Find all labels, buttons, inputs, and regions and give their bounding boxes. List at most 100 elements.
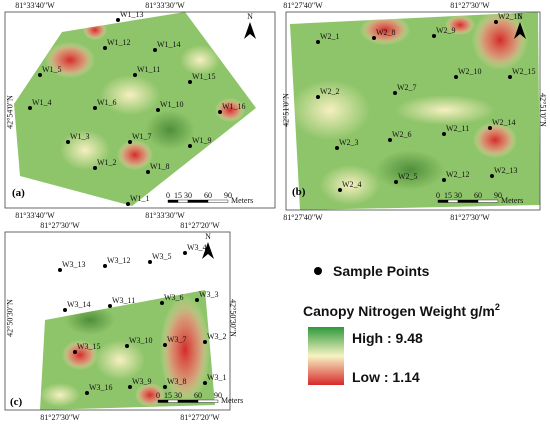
left-coordinate: 42°51'0"N: [282, 93, 291, 127]
sample-point: [73, 350, 77, 354]
sample-point: [188, 80, 192, 84]
bottom-coordinate: 81°27'30"W: [40, 413, 80, 422]
scale-bar-unit: Meters: [231, 196, 253, 205]
raster-patch: [60, 130, 110, 170]
scale-bar-segment: [177, 399, 199, 403]
sample-point: [393, 91, 397, 95]
sample-point-label: W3_8: [167, 377, 187, 386]
raster-patch: [180, 45, 220, 75]
scale-bar-tick: 30: [184, 191, 192, 200]
raster-patch: [375, 150, 445, 190]
sample-point-label: W1_15: [192, 72, 216, 81]
raster-patch: [95, 340, 145, 380]
sample-point-label: W2_4: [342, 180, 362, 189]
sample-point: [128, 140, 132, 144]
sample-point: [116, 18, 120, 22]
raster-patch: [65, 305, 115, 335]
top-coordinate: 81°27'40"W: [283, 1, 323, 10]
sample-point: [126, 202, 130, 206]
raster-patch: [45, 42, 95, 78]
sample-point: [66, 140, 70, 144]
sample-point-label: W1_3: [70, 132, 90, 141]
sample-point: [338, 188, 342, 192]
raster-patch: [320, 165, 380, 205]
sample-point: [442, 132, 446, 136]
scale-bar-tick: 15: [164, 391, 172, 400]
legend-title-superscript: 2: [495, 302, 500, 312]
map-panel: 81°33'40"W 81°33'30"W 81°33'40"W 81°33'30"W…: [4, 1, 276, 220]
scale-bar-segment: [157, 399, 169, 403]
raster-patch: [100, 75, 160, 115]
scale-bar-tick: 30: [174, 391, 182, 400]
sample-point: [372, 36, 376, 40]
top-coordinate: 81°33'30"W: [145, 1, 185, 10]
north-arrow: [202, 242, 214, 259]
sample-point: [103, 46, 107, 50]
top-coordinate: 81°27'30"W: [40, 221, 80, 230]
legend-point-symbol: [314, 267, 322, 275]
sample-point-label: W1_13: [120, 10, 144, 19]
legend-points-label: Sample Points: [333, 263, 430, 279]
sample-point-label: W1_5: [42, 65, 62, 74]
sample-point-label: W3_9: [132, 377, 152, 386]
sample-point: [163, 343, 167, 347]
raster-patch: [117, 140, 153, 170]
sample-point-label: W3_3: [199, 290, 219, 299]
sample-point-label: W1_2: [97, 158, 117, 167]
north-arrow: [514, 22, 526, 39]
sample-point-label: W1_4: [32, 98, 52, 107]
raster-patch: [445, 15, 475, 35]
sample-point: [153, 48, 157, 52]
panel-label: (c): [10, 396, 23, 408]
sample-point-label: W1_12: [107, 38, 131, 47]
sample-point: [432, 34, 436, 38]
scale-bar-segment: [167, 399, 179, 403]
sample-point-label: W3_6: [164, 293, 184, 302]
north-label: N: [247, 12, 253, 21]
sample-point-label: W2_1: [320, 32, 340, 41]
raster-patch: [215, 98, 245, 122]
sample-point-label: W2_10: [458, 67, 482, 76]
scale-bar-segment: [207, 199, 229, 203]
sample-point: [163, 385, 167, 389]
raster-patch: [160, 295, 210, 405]
left-coordinate: 42°54'0"N: [6, 95, 15, 129]
sample-point-label: W3_12: [107, 256, 131, 265]
sample-point: [454, 75, 458, 79]
top-coordinate: 81°27'30"W: [450, 1, 490, 10]
sample-point-label: W2_9: [436, 26, 456, 35]
sample-point-label: W3_5: [152, 252, 172, 261]
raster-patch: [135, 383, 165, 407]
sample-point-label: W2_13: [494, 166, 518, 175]
scale-bar-tick: 60: [194, 391, 202, 400]
bottom-coordinate: 81°33'30"W: [145, 211, 185, 220]
sample-point: [195, 298, 199, 302]
sample-point: [93, 166, 97, 170]
sample-point: [394, 180, 398, 184]
scale-bar-tick: 90: [214, 391, 222, 400]
sample-point-label: W2_3: [339, 138, 359, 147]
sample-point: [156, 108, 160, 112]
sample-point: [183, 251, 187, 255]
sample-point: [103, 264, 107, 268]
scale-bar-tick: 15: [444, 191, 452, 200]
raster-patch: [62, 340, 98, 370]
raster-patch: [395, 95, 495, 125]
scale-bar-unit: Meters: [221, 396, 243, 405]
map-panel: 81°27'40"W 81°27'30"W 81°27'40"W 81°27'30"W…: [282, 1, 548, 222]
sample-point-label: W3_11: [112, 296, 135, 305]
sample-point: [85, 391, 89, 395]
left-coordinate: 42°50'30"N: [6, 299, 15, 337]
right-coordinate: 42°51'0"N: [538, 93, 547, 127]
raster-patch: [290, 80, 370, 140]
sample-point: [218, 110, 222, 114]
sample-point-label: W3_14: [67, 300, 91, 309]
sample-point-label: W2_2: [320, 87, 340, 96]
bottom-coordinate: 81°33'40"W: [15, 211, 55, 220]
sample-point-label: W2_15: [512, 67, 536, 76]
map-panel: 81°27'30"W 81°27'20"W 81°27'30"W 81°27'20"W…: [4, 221, 243, 422]
panel-label: (a): [12, 187, 25, 199]
sample-point-label: W2_5: [398, 172, 418, 181]
north-label: N: [205, 232, 211, 241]
